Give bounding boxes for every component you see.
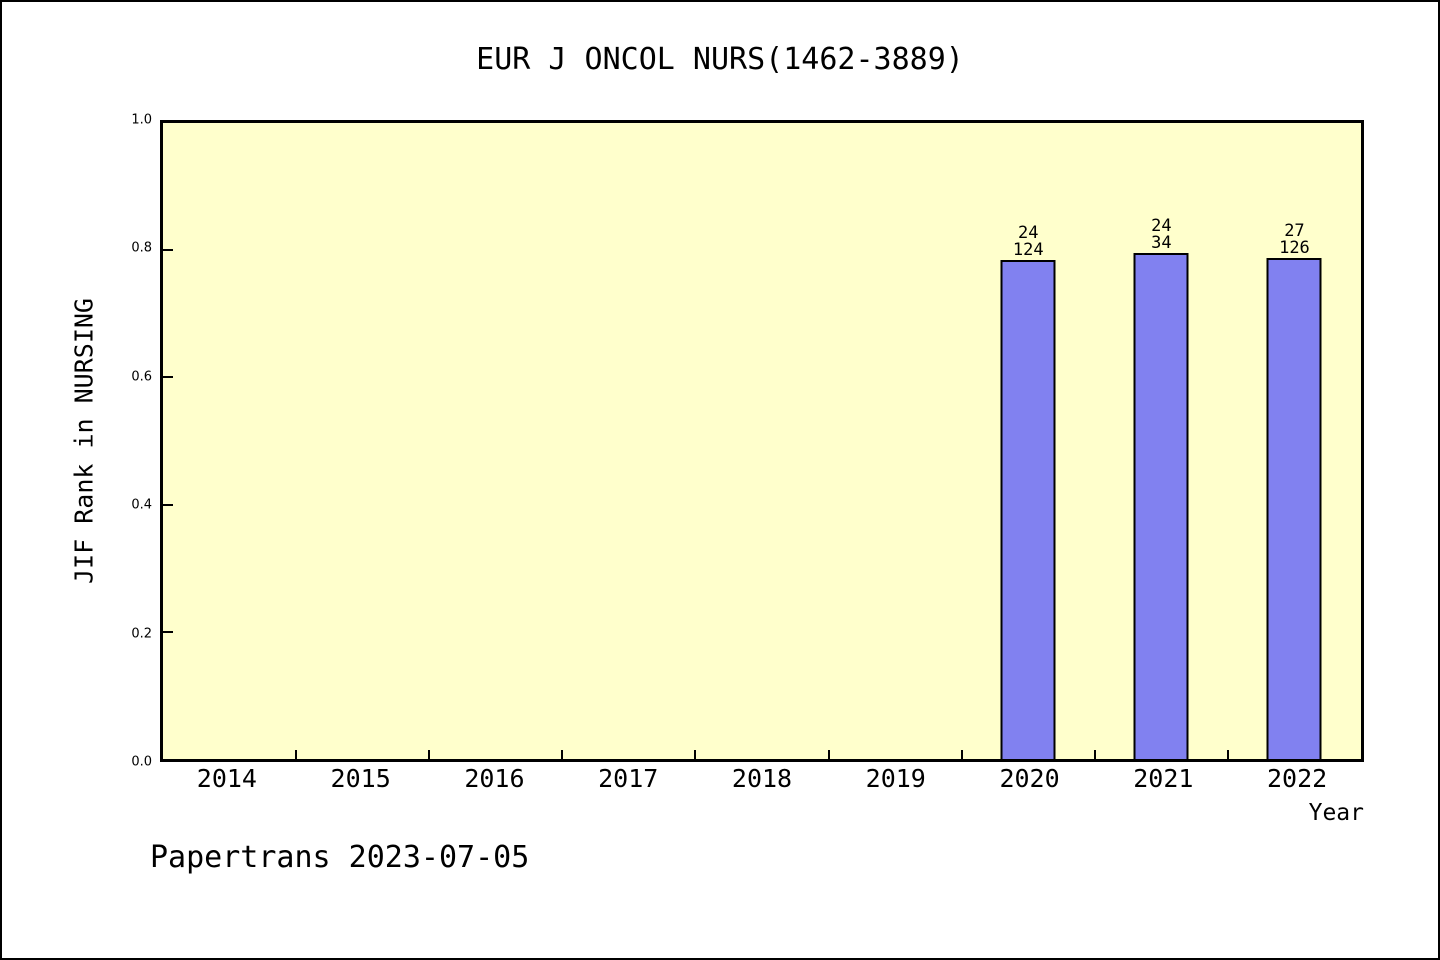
x-axis-title: Year bbox=[1308, 800, 1364, 826]
x-tick-label-2014: 2014 bbox=[196, 764, 257, 793]
x-tick-mark bbox=[694, 750, 697, 759]
y-tick-mark bbox=[163, 503, 173, 506]
bar-2022 bbox=[1266, 258, 1322, 759]
x-tick-mark bbox=[827, 750, 830, 759]
x-tick-label-2016: 2016 bbox=[464, 764, 525, 793]
bar-value-label-2020: 24 124 bbox=[1012, 222, 1044, 260]
x-tick-mark bbox=[428, 750, 431, 759]
chart-title: EUR J ONCOL NURS(1462-3889) bbox=[476, 42, 964, 77]
x-tick-mark bbox=[561, 750, 564, 759]
x-tick-label-2019: 2019 bbox=[865, 764, 926, 793]
bar-2021 bbox=[1133, 253, 1189, 759]
bars-layer: 24 124 24 34 27 126 bbox=[163, 123, 1361, 759]
y-tick-label: 0.8 bbox=[131, 240, 152, 256]
y-tick-mark bbox=[163, 630, 173, 633]
x-tick-mark bbox=[295, 750, 298, 759]
y-tick-label: 0.4 bbox=[131, 497, 152, 513]
x-tick-mark bbox=[1226, 750, 1229, 759]
y-tick-label: 0.2 bbox=[131, 626, 152, 642]
x-tick-label-2020: 2020 bbox=[999, 764, 1060, 793]
x-tick-mark bbox=[1093, 750, 1096, 759]
x-tick-label-2015: 2015 bbox=[330, 764, 391, 793]
x-tick-label-2022: 2022 bbox=[1267, 764, 1328, 793]
y-tick-label: 0.0 bbox=[131, 754, 152, 770]
x-tick-label-2021: 2021 bbox=[1133, 764, 1194, 793]
bar-2020 bbox=[1000, 259, 1056, 759]
watermark-text: Papertrans 2023-07-05 bbox=[150, 840, 530, 875]
plot-area: 24 124 24 34 27 126 bbox=[160, 120, 1364, 762]
y-tick-label: 0.6 bbox=[131, 369, 152, 385]
x-axis-tick-labels: 2014 2015 2016 2017 2018 2019 2020 2021 2022 bbox=[160, 766, 1364, 796]
y-tick-mark bbox=[163, 249, 173, 252]
bar-value-label-2022: 27 126 bbox=[1279, 221, 1310, 259]
x-tick-mark bbox=[960, 750, 963, 759]
x-tick-label-2018: 2018 bbox=[731, 764, 793, 793]
y-tick-mark bbox=[163, 376, 173, 379]
bar-value-label-2021: 24 34 bbox=[1151, 216, 1172, 254]
y-tick-label: 1.0 bbox=[131, 112, 152, 128]
y-axis-tick-labels: 0.0 0.2 0.4 0.6 0.8 1.0 bbox=[2, 114, 152, 769]
x-tick-label-2017: 2017 bbox=[598, 764, 659, 793]
